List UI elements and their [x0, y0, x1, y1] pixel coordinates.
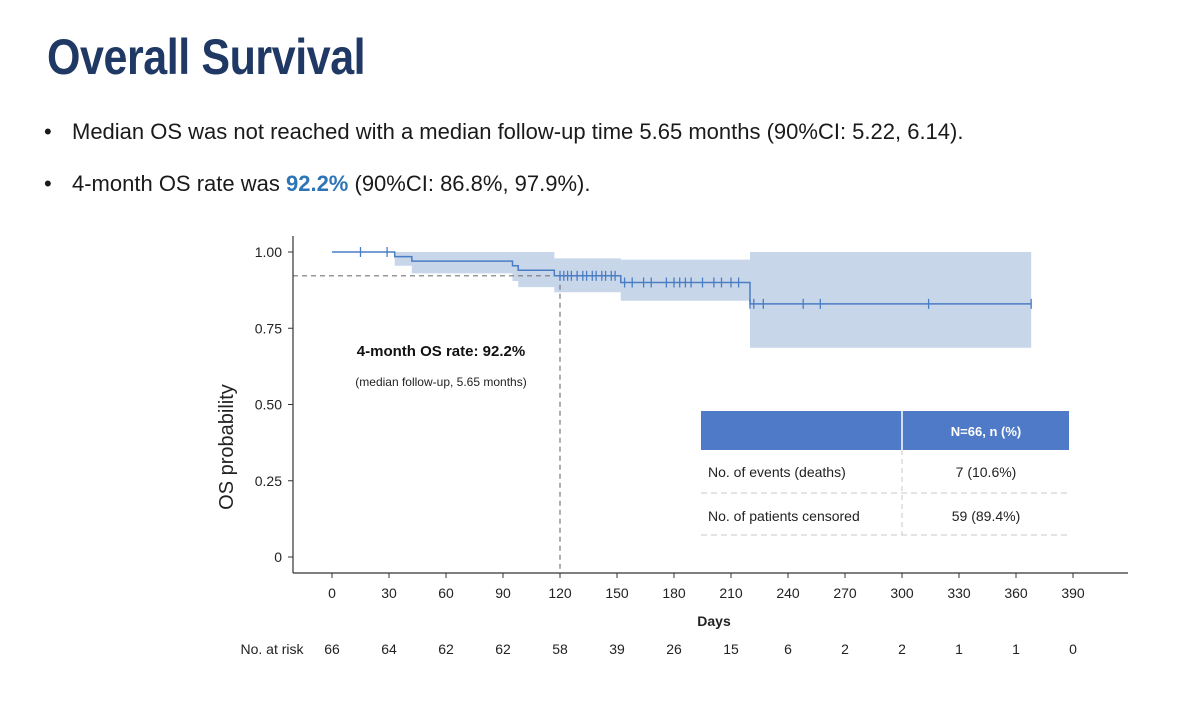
- risk-value: 26: [666, 641, 682, 657]
- risk-value: 2: [898, 641, 906, 657]
- x-tick-label: 270: [833, 585, 857, 601]
- risk-value: 58: [552, 641, 568, 657]
- bullet-median-os: • Median OS was not reached with a median…: [44, 119, 963, 145]
- risk-value: 0: [1069, 641, 1077, 657]
- x-axis-label: Days: [697, 613, 731, 629]
- reference-lines: [293, 275, 561, 573]
- summary-table-header-bg: [701, 411, 1069, 450]
- bullet-marker: •: [44, 119, 52, 144]
- censor-marks: [359, 247, 1032, 309]
- risk-value: 15: [723, 641, 739, 657]
- x-tick-label: 180: [662, 585, 686, 601]
- y-axis-label: OS probability: [216, 384, 238, 510]
- x-tick-label: 360: [1004, 585, 1028, 601]
- x-tick-label: 390: [1061, 585, 1085, 601]
- risk-table-label: No. at risk: [240, 641, 304, 657]
- x-tick-label: 210: [719, 585, 743, 601]
- summary-table: N=66, n (%) No. of events (deaths) 7 (10…: [701, 411, 1069, 536]
- x-tick-label: 90: [495, 585, 511, 601]
- x-tick-label: 30: [381, 585, 397, 601]
- y-tick-label: 1.00: [255, 244, 282, 260]
- y-tick-label: 0.25: [255, 473, 282, 489]
- risk-value: 64: [381, 641, 397, 657]
- risk-table-values: 66 64 62 62 58 39 26 15 6 2 2 1 1 0: [324, 641, 1077, 657]
- highlight-rate: 92.2%: [285, 171, 349, 196]
- row-events-value: 7 (10.6%): [956, 464, 1017, 480]
- bullet-4month-rate: • 4-month OS rate was 92.2% (90%CI: 86.8%…: [44, 171, 591, 197]
- annotation-title: 4-month OS rate: 92.2%: [357, 343, 525, 360]
- bullet-text-pre: 4-month OS rate was: [72, 171, 286, 196]
- risk-value: 1: [1012, 641, 1020, 657]
- risk-value: 2: [841, 641, 849, 657]
- y-ticks: 0 0.25 0.50 0.75 1.00: [255, 244, 293, 565]
- x-tick-label: 60: [438, 585, 454, 601]
- x-tick-label: 300: [890, 585, 914, 601]
- row-events-label: No. of events (deaths): [708, 464, 846, 480]
- bullet-marker: •: [44, 171, 52, 196]
- risk-value: 6: [784, 641, 792, 657]
- bullet-text-post: (90%CI: 86.8%, 97.9%).: [348, 171, 591, 196]
- risk-value: 1: [955, 641, 963, 657]
- ci-band: [332, 252, 1032, 348]
- x-tick-label: 330: [947, 585, 971, 601]
- y-tick-label: 0.75: [255, 320, 282, 336]
- x-tick-label: 150: [605, 585, 629, 601]
- risk-value: 62: [495, 641, 511, 657]
- bullet-text: Median OS was not reached with a median …: [72, 119, 964, 144]
- risk-value: 62: [438, 641, 454, 657]
- summary-header-n: N=66, n (%): [951, 424, 1021, 439]
- x-tick-label: 0: [328, 585, 336, 601]
- y-tick-label: 0.50: [255, 397, 282, 413]
- risk-value: 39: [609, 641, 625, 657]
- slide-title: Overall Survival: [47, 29, 366, 85]
- x-ticks: 0 30 60 90 120 150 180 210 240 270 300 330 360 390: [328, 573, 1085, 601]
- row-censored-value: 59 (89.4%): [952, 508, 1020, 524]
- row-censored-label: No. of patients censored: [708, 508, 860, 524]
- y-tick-label: 0: [274, 549, 282, 565]
- ci-band-area: [332, 252, 1032, 348]
- risk-value: 66: [324, 641, 340, 657]
- x-tick-label: 240: [776, 585, 800, 601]
- annotation-subtitle: (median follow-up, 5.65 months): [355, 375, 526, 389]
- x-tick-label: 120: [548, 585, 572, 601]
